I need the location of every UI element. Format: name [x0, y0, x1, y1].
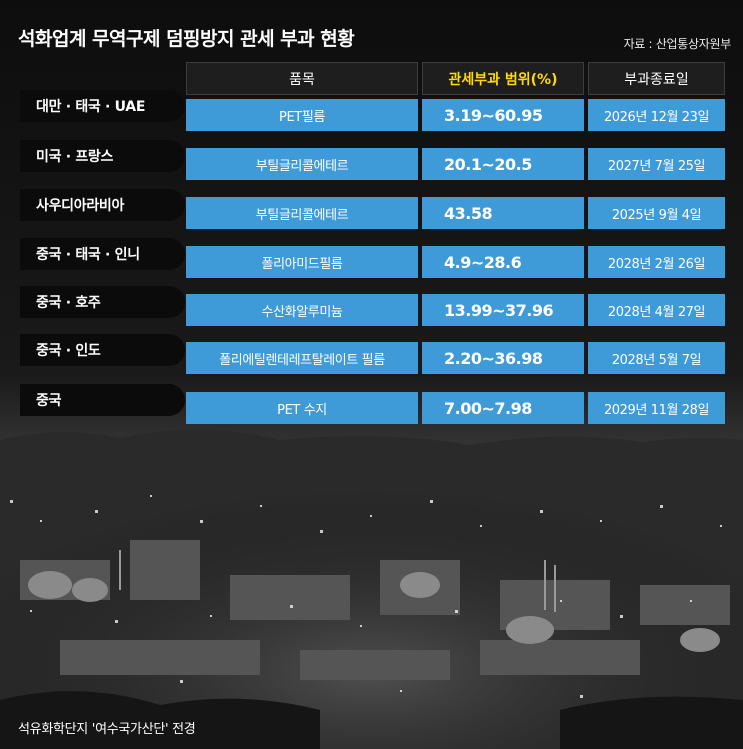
row-end-date: 2028년 2월 26일	[588, 246, 725, 278]
row-country: 사우디아라비아	[20, 189, 185, 221]
source-note: 자료 : 산업통상자원부	[623, 37, 732, 51]
row-country: 미국 · 프랑스	[20, 140, 185, 172]
row-end-date: 2029년 11월 28일	[588, 392, 725, 424]
row-country: 중국 · 태국 · 인니	[20, 238, 185, 270]
row-end-date: 2026년 12월 23일	[588, 99, 725, 131]
header-end-date: 부과종료일	[588, 62, 725, 95]
row-tariff-range: 13.99~37.96	[422, 294, 584, 326]
photo-caption: 석유화학단지 '여수국가산단' 전경	[18, 722, 196, 737]
row-tariff-range: 7.00~7.98	[422, 392, 584, 424]
row-tariff-range: 3.19~60.95	[422, 99, 584, 131]
row-country: 대만 · 태국 · UAE	[20, 90, 185, 122]
row-product: PET필름	[186, 99, 418, 131]
row-end-date: 2027년 7월 25일	[588, 148, 725, 180]
header-tariff-range: 관세부과 범위(%)	[422, 62, 584, 95]
row-product: 폴리아미드필름	[186, 246, 418, 278]
row-country: 중국	[20, 384, 185, 416]
row-end-date: 2028년 5월 7일	[588, 342, 725, 374]
row-country: 중국 · 인도	[20, 334, 185, 366]
row-end-date: 2028년 4월 27일	[588, 294, 725, 326]
row-product: PET 수지	[186, 392, 418, 424]
header-product: 품목	[186, 62, 418, 95]
row-tariff-range: 43.58	[422, 197, 584, 229]
row-end-date: 2025년 9월 4일	[588, 197, 725, 229]
row-country: 중국 · 호주	[20, 286, 185, 318]
row-product: 부틸글리콜에테르	[186, 148, 418, 180]
row-product: 수산화알루미늄	[186, 294, 418, 326]
row-tariff-range: 2.20~36.98	[422, 342, 584, 374]
row-tariff-range: 20.1~20.5	[422, 148, 584, 180]
row-product: 부틸글리콜에테르	[186, 197, 418, 229]
page-title: 석화업계 무역구제 덤핑방지 관세 부과 현황	[18, 28, 355, 50]
row-product: 폴리에틸렌테레프탈레이트 필름	[186, 342, 418, 374]
row-tariff-range: 4.9~28.6	[422, 246, 584, 278]
